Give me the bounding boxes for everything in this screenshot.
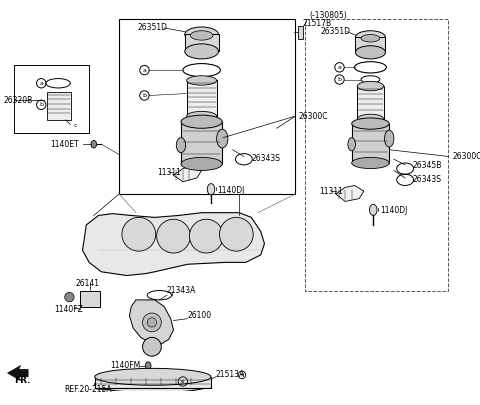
Text: 26141: 26141 xyxy=(75,279,99,288)
Text: 26300C: 26300C xyxy=(452,152,480,161)
Text: 21343A: 21343A xyxy=(167,286,196,295)
Text: e: e xyxy=(240,373,244,377)
Text: 26320B: 26320B xyxy=(4,96,33,104)
Bar xyxy=(185,34,218,51)
Text: 1140FZ: 1140FZ xyxy=(54,305,83,314)
Bar xyxy=(119,19,295,194)
Bar xyxy=(95,377,211,388)
Text: 11311: 11311 xyxy=(157,168,181,177)
Text: 11311: 11311 xyxy=(319,187,343,196)
Bar xyxy=(352,124,389,163)
Text: a: a xyxy=(39,81,43,86)
Ellipse shape xyxy=(187,76,216,85)
Text: b: b xyxy=(337,77,341,82)
Text: 26100: 26100 xyxy=(188,311,212,320)
Circle shape xyxy=(190,219,223,253)
Ellipse shape xyxy=(191,31,213,40)
Bar xyxy=(47,92,71,120)
Bar xyxy=(181,122,222,164)
Circle shape xyxy=(143,313,161,332)
Text: 26343S: 26343S xyxy=(413,175,442,184)
Text: a: a xyxy=(337,65,341,70)
Ellipse shape xyxy=(370,204,377,215)
Ellipse shape xyxy=(176,138,186,153)
Ellipse shape xyxy=(384,130,394,147)
Circle shape xyxy=(143,337,161,356)
Text: a: a xyxy=(143,68,146,72)
Ellipse shape xyxy=(207,183,215,195)
Bar xyxy=(355,37,385,52)
Text: b: b xyxy=(143,93,146,98)
Ellipse shape xyxy=(187,111,216,121)
Bar xyxy=(298,26,303,39)
Polygon shape xyxy=(130,300,173,344)
Text: REF.20-215A: REF.20-215A xyxy=(64,386,111,394)
Text: FR.: FR. xyxy=(14,376,31,385)
Circle shape xyxy=(156,219,191,253)
Polygon shape xyxy=(336,185,364,201)
Text: (-130805): (-130805) xyxy=(310,11,347,20)
Text: c: c xyxy=(73,123,77,128)
Circle shape xyxy=(219,217,253,251)
Ellipse shape xyxy=(361,34,380,42)
Ellipse shape xyxy=(91,141,96,148)
Text: 26343S: 26343S xyxy=(252,154,280,163)
Ellipse shape xyxy=(95,369,211,385)
Text: 26351D: 26351D xyxy=(138,23,168,32)
Text: 21517B: 21517B xyxy=(303,19,332,28)
Circle shape xyxy=(122,217,156,251)
Text: 1140ET: 1140ET xyxy=(51,140,79,149)
Ellipse shape xyxy=(181,158,222,171)
Text: 21513A: 21513A xyxy=(216,371,245,379)
Ellipse shape xyxy=(357,81,384,91)
Text: b: b xyxy=(39,102,43,107)
Ellipse shape xyxy=(352,158,389,168)
Bar xyxy=(357,86,384,119)
Ellipse shape xyxy=(216,129,228,148)
Ellipse shape xyxy=(352,118,389,129)
Ellipse shape xyxy=(355,31,385,44)
Circle shape xyxy=(147,318,156,327)
Ellipse shape xyxy=(357,114,384,124)
Ellipse shape xyxy=(348,138,355,151)
Text: 26345B: 26345B xyxy=(413,161,442,170)
Polygon shape xyxy=(173,166,202,182)
Ellipse shape xyxy=(185,27,218,42)
Bar xyxy=(187,81,216,116)
Bar xyxy=(14,64,89,133)
Ellipse shape xyxy=(95,376,211,393)
Text: e: e xyxy=(181,379,185,384)
Ellipse shape xyxy=(181,115,222,128)
Text: 26300C: 26300C xyxy=(298,112,328,121)
Text: 1140DJ: 1140DJ xyxy=(217,185,245,195)
Bar xyxy=(305,19,448,290)
Ellipse shape xyxy=(185,44,218,59)
Text: 1140DJ: 1140DJ xyxy=(380,206,407,215)
Text: 26351D: 26351D xyxy=(321,27,351,36)
Polygon shape xyxy=(83,213,264,275)
Circle shape xyxy=(65,292,74,302)
Bar xyxy=(80,290,100,307)
Polygon shape xyxy=(8,366,28,381)
Ellipse shape xyxy=(355,46,385,59)
Text: 1140FM: 1140FM xyxy=(111,361,141,370)
Ellipse shape xyxy=(145,362,151,369)
